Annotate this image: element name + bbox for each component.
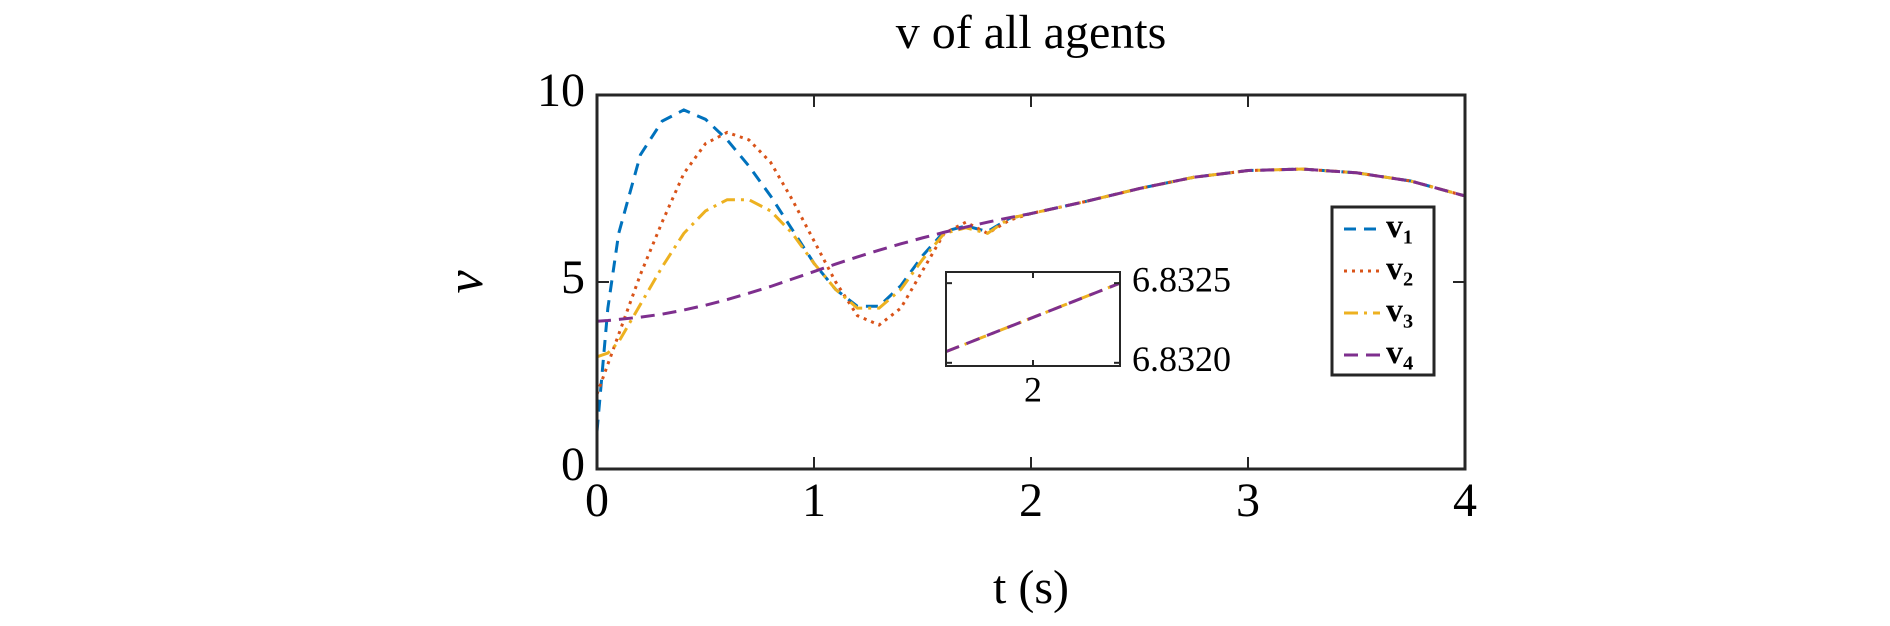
x-tick-label: 2 xyxy=(1024,369,1042,409)
y-tick-label: 6.8325 xyxy=(1132,259,1231,299)
x-tick-label: 0 xyxy=(585,474,609,527)
x-tick-label: 2 xyxy=(1019,474,1043,527)
series-line xyxy=(597,167,1465,323)
y-tick-label: 0 xyxy=(561,438,585,491)
y-tick-label: 10 xyxy=(537,64,585,117)
y-tick-label: 5 xyxy=(561,251,585,304)
chart-title: v of all agents xyxy=(896,6,1167,59)
series-line xyxy=(946,281,1120,354)
axes-box xyxy=(595,93,1467,471)
x-tick-label: 3 xyxy=(1236,474,1260,527)
x-axis-label: t (s) xyxy=(993,561,1069,614)
y-tick-label: 6.8320 xyxy=(1132,339,1231,379)
legend-label: v₃ xyxy=(1386,292,1413,329)
x-tick-label: 4 xyxy=(1453,474,1477,527)
legend-label: v₁ xyxy=(1386,208,1413,245)
legend-label: v₂ xyxy=(1386,250,1413,287)
legend-label: v₄ xyxy=(1386,334,1413,371)
axes-box xyxy=(945,271,1121,367)
y-axis-label: v xyxy=(437,270,494,294)
x-tick-label: 1 xyxy=(802,474,826,527)
legend-box xyxy=(1330,205,1436,377)
